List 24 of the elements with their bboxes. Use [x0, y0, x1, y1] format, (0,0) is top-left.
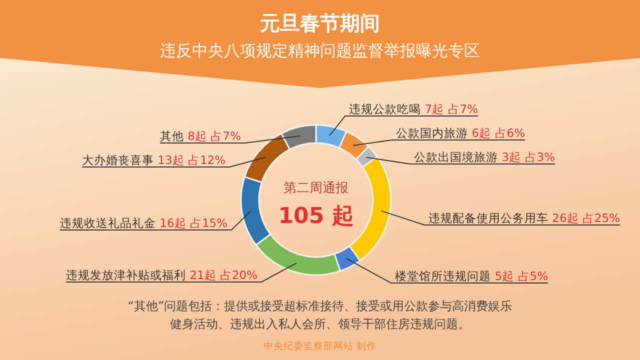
data-label: 5起 占5% — [494, 269, 548, 283]
slice-label: 违规收送礼品礼金 — [60, 216, 160, 230]
slice-label: 违规公款吃喝 — [349, 102, 425, 116]
slice-label: 公款国内旅游 — [396, 126, 472, 140]
data-label: 13起 占12% — [158, 153, 226, 167]
slice-label: 大办婚丧喜事 — [82, 153, 158, 167]
data-label: 6起 占6% — [472, 126, 526, 140]
data-label: 7起 占7% — [424, 102, 478, 116]
data-label: 8起 占7% — [188, 129, 241, 143]
slice-label: 公款出国境旅游 — [414, 150, 502, 164]
data-label: 16起 占15% — [160, 216, 228, 230]
slice-label: 违规配备使用公务用车 — [428, 211, 552, 225]
text: “其他”问题包括：提供或接受超标准接待、接受或用公款参与高消费娱乐健身活动、违规出入私人会所、领导干部住房违规问题。 — [128, 299, 512, 331]
text: 105 起 — [278, 204, 354, 229]
slice-label: 楼堂馆所违规问题 — [395, 269, 495, 283]
data-label: 26起 占25% — [552, 211, 620, 225]
text: 第二周通报 — [284, 181, 348, 196]
slice-label: 违规发放津补贴或福利 — [66, 268, 190, 282]
chart-subtitle: 违反中央八项规定精神问题监督举报曝光专区 — [160, 41, 480, 60]
text: 中央纪委监察部网站 制作 — [263, 340, 377, 352]
slice-label: 其他 — [160, 129, 188, 143]
data-label: 3起 占3% — [502, 150, 556, 164]
chart-title: 元旦春节期间 — [259, 11, 380, 35]
data-label: 21起 占20% — [190, 268, 258, 282]
